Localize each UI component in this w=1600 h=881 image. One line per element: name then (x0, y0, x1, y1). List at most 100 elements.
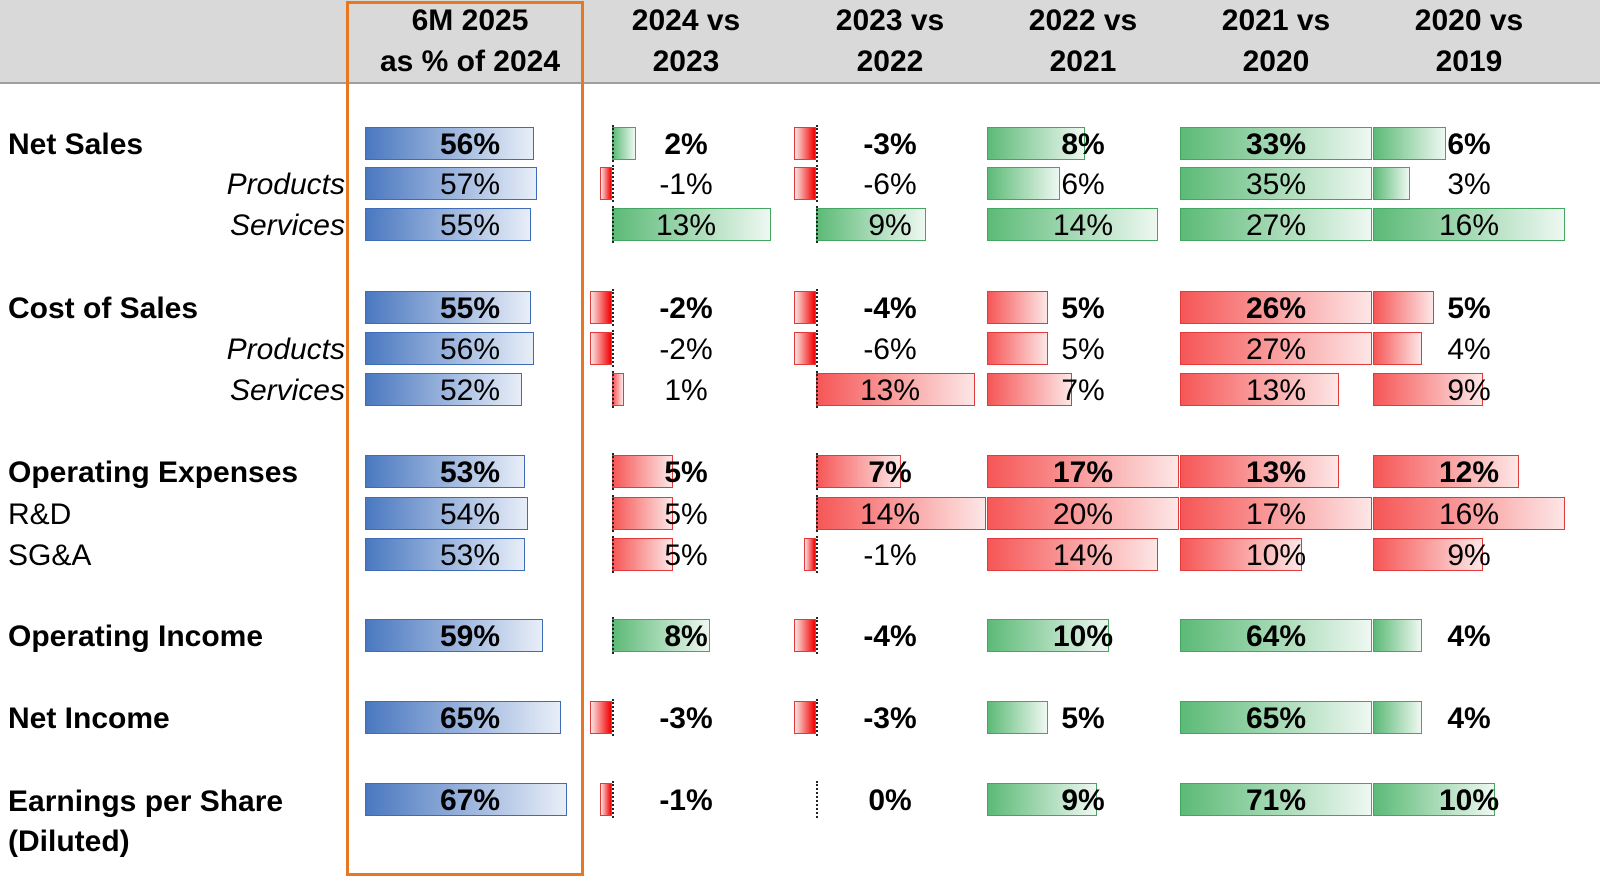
change-bar (987, 783, 1097, 816)
value-label: 5% (1061, 333, 1105, 366)
value-label: -4% (863, 620, 917, 653)
zero-axis (612, 165, 614, 202)
value-label: 14% (1052, 209, 1114, 242)
zero-axis (612, 699, 614, 736)
value-label: 10% (1052, 620, 1114, 653)
change-bar (612, 208, 771, 241)
value-label: -4% (863, 292, 917, 325)
value-label: 35% (1245, 168, 1307, 201)
share-bar (365, 332, 534, 365)
value-label: 7% (1061, 374, 1105, 407)
value-label: 12% (1438, 456, 1500, 489)
share-bar (365, 619, 543, 652)
column-header-line: 2021 vs (1221, 4, 1331, 37)
change-bar (987, 538, 1158, 571)
column-header-line: 2022 (856, 45, 924, 78)
zero-axis (816, 536, 818, 573)
value-label: 5% (664, 539, 708, 572)
change-bar (1180, 332, 1372, 365)
value-label: -1% (659, 168, 713, 201)
value-label: 55% (439, 209, 501, 242)
share-bar (365, 497, 528, 530)
change-bar (816, 208, 926, 241)
change-bar (1180, 373, 1339, 406)
change-bar (590, 332, 612, 365)
value-label: 26% (1245, 292, 1307, 325)
share-bar (365, 291, 531, 324)
zero-axis (816, 699, 818, 736)
value-label: 8% (664, 620, 708, 653)
value-label: 16% (1438, 209, 1500, 242)
value-label: 5% (1061, 702, 1105, 735)
value-label: 4% (1447, 702, 1491, 735)
zero-axis (612, 371, 614, 408)
value-label: 8% (1061, 128, 1105, 161)
zero-axis (612, 453, 614, 490)
value-label: 16% (1438, 498, 1500, 531)
change-bar (1180, 619, 1372, 652)
change-bar (987, 291, 1048, 324)
value-label: 56% (439, 333, 501, 366)
change-bar (987, 127, 1085, 160)
zero-axis (816, 125, 818, 162)
value-label: 6% (1061, 168, 1105, 201)
row-label: Products (226, 168, 345, 201)
zero-axis (816, 165, 818, 202)
change-bar (987, 373, 1073, 406)
zero-axis (816, 371, 818, 408)
value-label: 17% (1052, 456, 1114, 489)
value-label: 5% (664, 456, 708, 489)
share-bar (365, 373, 522, 406)
column-header-4: 2022 vs 2021 (985, 0, 1181, 82)
value-label: 55% (439, 292, 501, 325)
change-bar (1373, 497, 1565, 530)
change-bar (816, 455, 902, 488)
column-header-line: 2020 vs (1414, 4, 1524, 37)
value-label: 53% (439, 456, 501, 489)
change-bar (987, 619, 1109, 652)
change-bar (590, 701, 612, 734)
header-band (0, 0, 1600, 84)
column-header-5: 2021 vs 2020 (1178, 0, 1374, 82)
zero-axis (816, 206, 818, 243)
value-label: 65% (1245, 702, 1307, 735)
change-bar (794, 127, 816, 160)
value-label: 4% (1447, 620, 1491, 653)
value-label: 14% (859, 498, 921, 531)
value-label: 7% (868, 456, 912, 489)
change-bar (987, 167, 1061, 200)
row-label: SG&A (8, 539, 92, 572)
change-bar (1373, 619, 1422, 652)
value-label: 56% (439, 128, 501, 161)
share-bar (365, 127, 534, 160)
value-label: 13% (859, 374, 921, 407)
column-header-line: 6M 2025 (411, 4, 529, 37)
change-bar (1373, 783, 1495, 816)
change-bar (987, 497, 1179, 530)
row-label: Operating Income (8, 620, 264, 653)
zero-axis (816, 617, 818, 654)
value-label: -1% (659, 784, 713, 817)
row-label: R&D (8, 498, 72, 531)
share-bar (365, 455, 525, 488)
value-label: 57% (439, 168, 501, 201)
column-header-line: 2023 vs (835, 4, 945, 37)
change-bar (1373, 167, 1410, 200)
change-bar (1180, 167, 1372, 200)
value-label: 0% (868, 784, 912, 817)
value-label: 6% (1447, 128, 1491, 161)
zero-axis (816, 289, 818, 326)
value-label: 33% (1245, 128, 1307, 161)
row-label: Earnings per Share (Diluted) (8, 782, 283, 862)
value-label: 59% (439, 620, 501, 653)
change-bar (1373, 701, 1422, 734)
share-bar (365, 167, 537, 200)
change-bar (1373, 332, 1422, 365)
value-label: 65% (439, 702, 501, 735)
change-bar (1373, 455, 1520, 488)
column-header-2: 2024 vs 2023 (588, 0, 784, 82)
value-label: 71% (1245, 784, 1307, 817)
value-label: 54% (439, 498, 501, 531)
value-label: 2% (664, 128, 708, 161)
row-label: Cost of Sales (8, 292, 199, 325)
